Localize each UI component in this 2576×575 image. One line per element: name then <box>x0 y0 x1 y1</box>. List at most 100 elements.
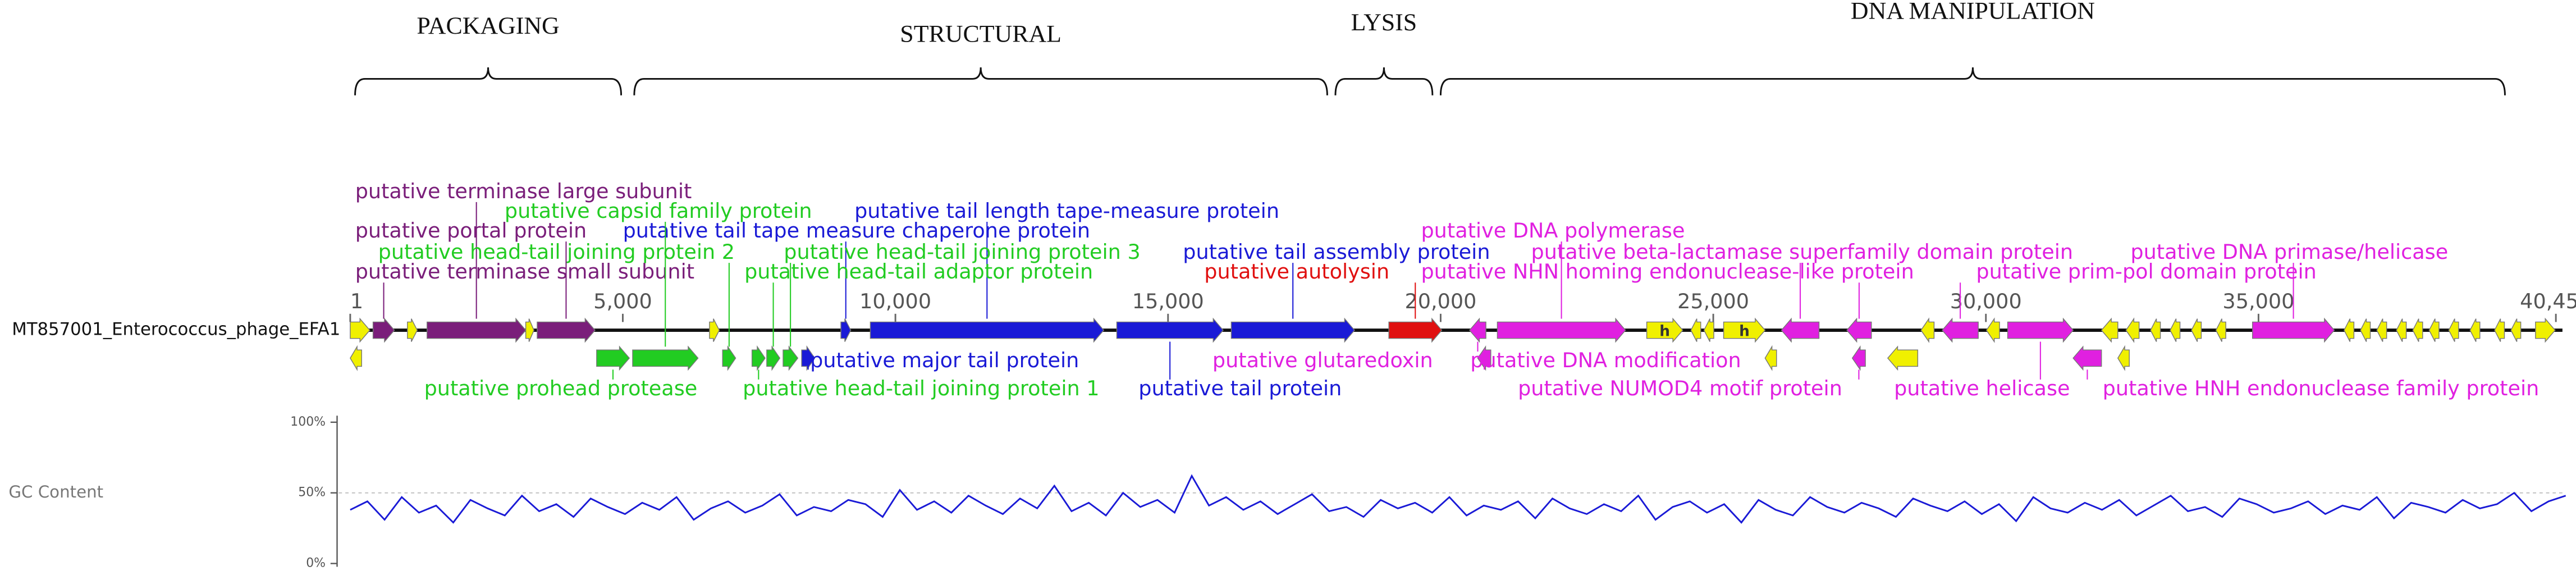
gene-arrow <box>632 345 699 371</box>
gene-arrow <box>2396 318 2407 342</box>
gene-tag: h <box>1659 323 1670 340</box>
gene-arrow <box>2007 317 2074 343</box>
gene-label: putative prim-pol domain protein <box>1976 259 2316 284</box>
gene-arrow <box>2150 318 2161 342</box>
gene-arrow <box>840 318 852 342</box>
gene-arrow <box>1723 317 1766 343</box>
gene-tag: h <box>1739 323 1750 340</box>
x-tick-label: 10,000 <box>859 289 931 313</box>
gene-arrow <box>1468 317 1486 343</box>
section-bracket <box>354 67 623 95</box>
section-label: DNA MANIPULATION <box>1851 0 2095 24</box>
gene-arrow <box>1942 317 1979 343</box>
section-label: PACKAGING <box>417 12 559 39</box>
gene-arrow <box>1703 318 1714 342</box>
gc-tick-label: 0% <box>306 556 326 571</box>
gene-arrow <box>2535 317 2556 343</box>
gene-arrow <box>2469 318 2481 342</box>
gene-arrow <box>2494 318 2505 342</box>
gene-arrow <box>2072 345 2102 371</box>
gene-arrow <box>2125 317 2140 343</box>
gene-label: putative terminase large subunit <box>355 179 692 203</box>
gene-arrow <box>427 317 527 343</box>
gene-label: putative head-tail joining protein 1 <box>743 376 1099 400</box>
gene-arrow <box>2376 318 2387 342</box>
gene-label: putative tail protein <box>1138 376 1342 400</box>
gene-arrow <box>1116 317 1224 343</box>
gc-tick-label: 50% <box>298 486 326 500</box>
section-bracket <box>633 67 1328 95</box>
gene-label: putative tail assembly protein <box>1183 240 1490 264</box>
gene-label: putative head-tail adaptor protein <box>744 259 1093 284</box>
gene-arrow <box>870 317 1105 343</box>
gene-label: putative helicase <box>1894 376 2070 400</box>
gene-label: putative DNA polymerase <box>1421 218 1685 243</box>
gene-arrow <box>2360 318 2371 342</box>
gene-label: putative autolysin <box>1204 259 1389 284</box>
gene-arrow <box>1690 318 1701 342</box>
gene-label: putative portal protein <box>355 218 587 243</box>
gene-arrow <box>1230 317 1355 343</box>
x-tick-label: 20,000 <box>1404 289 1476 313</box>
gene-label: putative DNA modification <box>1470 348 1741 372</box>
gene-label: putative terminase small subunit <box>355 259 694 284</box>
gene-label: putative HNH endonuclease family protein <box>2103 376 2540 400</box>
gene-arrow <box>1920 317 1935 343</box>
x-tick-label: 25,000 <box>1677 289 1749 313</box>
section-label: STRUCTURAL <box>900 20 1061 47</box>
gene-arrow <box>2117 345 2130 371</box>
gene-arrow <box>1985 317 2000 343</box>
gene-arrow <box>2252 317 2335 343</box>
gene-arrow <box>350 345 362 371</box>
gene-arrow <box>350 317 370 343</box>
gene-arrow <box>783 345 799 371</box>
gene-arrow <box>596 345 630 371</box>
gene-label: putative prohead protease <box>424 376 698 400</box>
gene-label: putative DNA primase/helicase <box>2130 240 2448 264</box>
gene-label: putative head-tail joining protein 2 <box>378 240 735 264</box>
gene-arrow <box>1851 345 1866 371</box>
gene-arrow <box>525 318 534 342</box>
gene-arrow <box>1887 345 1919 371</box>
gene-arrow <box>537 317 596 343</box>
gene-arrow <box>2412 318 2423 342</box>
section-bracket <box>1334 67 1434 95</box>
gene-arrow <box>1846 317 1872 343</box>
gene-arrow <box>2510 318 2522 342</box>
gene-label: putative major tail protein <box>810 348 1079 372</box>
gene-label: putative beta-lactamase superfamily doma… <box>1531 240 2074 264</box>
gene-arrow <box>2170 318 2181 342</box>
gene-label: putative glutaredoxin <box>1212 348 1433 372</box>
gene-arrow <box>1781 317 1820 343</box>
gene-arrow <box>2191 318 2202 342</box>
section-bracket <box>1439 67 2506 95</box>
gene-arrow <box>709 318 720 342</box>
gene-arrow <box>751 345 766 371</box>
gene-label: putative NHN homing endonuclease-like pr… <box>1421 259 1914 284</box>
x-tick-label: 35,000 <box>2222 289 2294 313</box>
gene-arrow <box>1764 345 1777 371</box>
x-tick-label: 40,454 <box>2520 289 2576 313</box>
gene-label: putative capsid family protein <box>505 199 812 223</box>
gene-label: putative tail length tape-measure protei… <box>854 199 1279 223</box>
x-tick-label: 15,000 <box>1132 289 1204 313</box>
x-tick-label: 5,000 <box>593 289 652 313</box>
gene-arrow <box>2101 317 2119 343</box>
gene-label: putative tail tape measure chaperone pro… <box>623 218 1090 243</box>
gc-trace <box>350 474 2566 524</box>
x-tick-label: 1 <box>350 289 363 313</box>
gene-arrow <box>2344 318 2355 342</box>
gene-arrow <box>1388 317 1443 343</box>
gene-arrow <box>766 345 781 371</box>
gene-arrow <box>2428 318 2440 342</box>
gc-label: GC Content <box>8 482 103 501</box>
gene-label: putative NUMOD4 motif protein <box>1518 376 1842 400</box>
sequence-name: MT857001_Enterococcus_phage_EFA1 <box>12 320 340 340</box>
gene-arrow <box>2215 318 2226 342</box>
gene-arrow <box>722 345 736 371</box>
x-tick-label: 30,000 <box>1950 289 2022 313</box>
gene-arrow <box>2448 318 2459 342</box>
section-label: LYSIS <box>1351 9 1417 36</box>
gene-label: putative head-tail joining protein 3 <box>784 240 1140 264</box>
